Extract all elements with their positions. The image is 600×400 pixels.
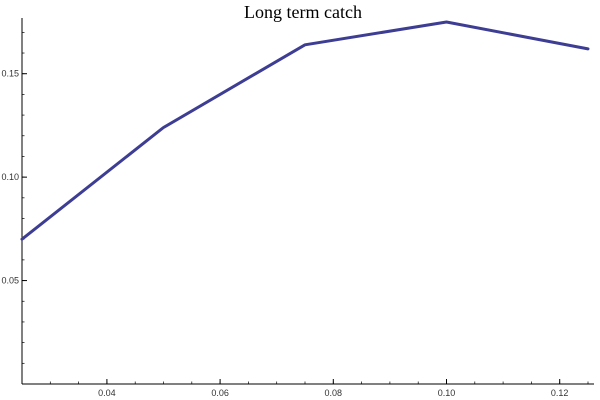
ticks: 0.04 0.06 0.08 0.10 0.12 0.05 0.10 0.15 [1,31,589,398]
series-line [20,20,590,241]
x-tick-label: 0.06 [211,388,229,398]
y-tick-label: 0.15 [1,69,19,79]
y-tick-label: 0.05 [1,276,19,286]
plot-area [20,20,590,241]
x-tick-label: 0.10 [438,388,456,398]
x-tick-label: 0.12 [551,388,569,398]
x-tick-label: 0.08 [325,388,343,398]
axes [21,18,594,385]
chart-title: Long term catch [244,2,362,22]
x-tick-label: 0.04 [98,388,116,398]
y-tick-label: 0.10 [1,172,19,182]
